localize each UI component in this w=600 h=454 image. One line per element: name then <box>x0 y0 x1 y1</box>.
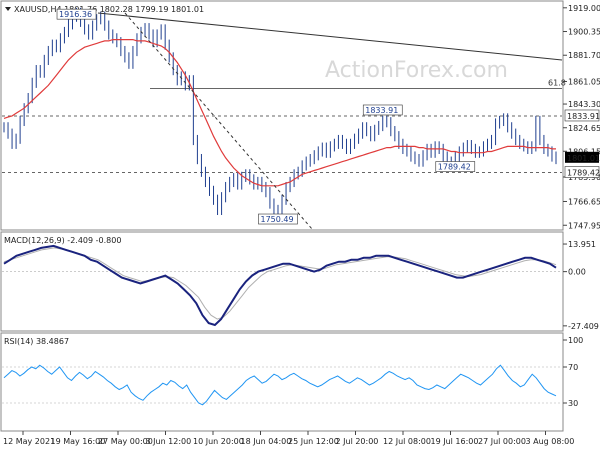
fibonacci-label: 61.8 <box>548 79 566 88</box>
price-annotation-label: 1789.42 <box>438 163 471 172</box>
x-tick-label: 19 Jul 16:00 <box>431 437 479 446</box>
macd-ytick-label: 0.00 <box>568 268 586 277</box>
current-price-tag <box>565 151 599 163</box>
price-ytick-label: 1766.65 <box>568 197 600 206</box>
x-tick-label: 10 Jun 20:00 <box>193 437 244 446</box>
rsi-ytick-label: 30 <box>568 399 578 408</box>
price-header: XAUUSD,H4 1801.76 1802.28 1799.19 1801.0… <box>14 5 204 14</box>
level-tag-box <box>564 109 600 122</box>
x-tick-label: 12 Jul 08:00 <box>383 437 431 446</box>
price-annotation-label: 1833.91 <box>365 106 398 115</box>
rsi-ytick-label: 70 <box>568 363 578 372</box>
price-annotation-box <box>435 161 476 172</box>
rsi-panel-frame <box>0 332 564 432</box>
price-panel-frame <box>0 0 564 231</box>
macd-ytick-label: 13.951 <box>568 240 596 249</box>
x-tick-label: 25 Jun 12:00 <box>288 437 339 446</box>
price-annotation-box <box>258 213 298 225</box>
macd-header: MACD(12,26,9) -2.409 -0.800 <box>4 236 121 245</box>
watermark: ActionForex.com <box>325 58 508 83</box>
price-ytick-label: 1843.30 <box>568 100 600 109</box>
level-tag-box <box>564 166 600 178</box>
macd-panel-frame <box>0 231 564 332</box>
x-tick-label: 18 Jun 04:00 <box>241 437 292 446</box>
x-tick-label: 12 May 2021 <box>3 437 55 446</box>
price-ytick-label: 1806.15 <box>568 147 600 156</box>
rsi-ytick-label: 100 <box>568 336 583 345</box>
level-tag-label: 1789.42 <box>567 169 600 178</box>
macd-ytick-label: -27.409 <box>568 322 599 331</box>
price-ytick-label: 1900.35 <box>568 28 600 37</box>
macd-line <box>3 244 557 327</box>
x-tick-label: 19 May 16:00 <box>51 437 106 446</box>
level-tag-label: 1833.91 <box>567 112 600 121</box>
price-annotation-box <box>362 104 403 116</box>
trendline-upper <box>97 12 563 61</box>
price-annotation-label: 1750.49 <box>260 215 293 224</box>
x-tick-label: 27 Jul 00:00 <box>478 437 526 446</box>
collapse-arrow-icon[interactable] <box>5 7 11 11</box>
x-tick-label: 3 Aug 08:00 <box>526 437 575 446</box>
rsi-header: RSI(14) 38.4867 <box>4 337 69 346</box>
x-tick-label: 27 May 00:00 <box>98 437 153 446</box>
moving-average-line <box>3 38 556 187</box>
price-annotation-box <box>56 8 97 20</box>
price-ytick-label: 1747.95 <box>568 221 600 230</box>
x-tick-label: 3 Jun 12:00 <box>146 437 192 446</box>
price-ytick-label: 1881.70 <box>568 51 600 60</box>
macd-signal-line <box>3 247 557 320</box>
x-tick-label: 2 Jul 20:00 <box>336 437 379 446</box>
price-ytick-label: 1824.65 <box>568 124 600 133</box>
price-ytick-label: 1919.00 <box>568 4 600 13</box>
price-ytick-label: 1861.05 <box>568 77 600 86</box>
price-annotation-label: 1916.36 <box>59 10 92 19</box>
current-price-label: 1801.01 <box>567 154 600 163</box>
rsi-line <box>3 364 557 406</box>
